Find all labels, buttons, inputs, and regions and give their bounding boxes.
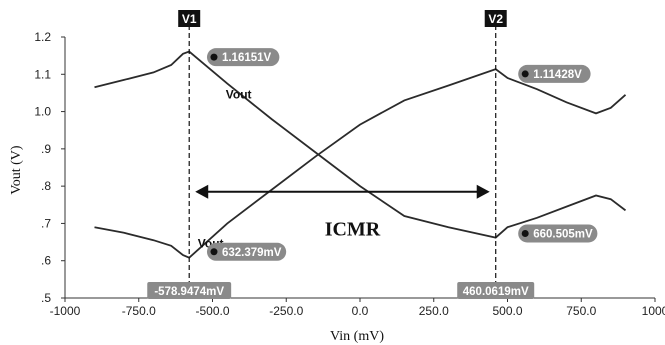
icmr-arrowhead-left [195,184,209,199]
annotation-layer: ICMR [195,184,490,241]
marker-value-1: 1.16151V [222,52,272,64]
marker-point-3 [521,70,529,78]
axes: -1000 -750.0 -500.0 -250.0 0.0 250.0 500.0 750.… [34,30,665,318]
cursor-v2-value-tag [457,282,535,299]
cursor-v1-value: -578.9474mV [154,286,224,298]
cursor-v2-tag[interactable] [484,10,507,27]
icmr-arrowhead-right [476,184,490,199]
y-tick-label: .6 [41,254,51,268]
x-tick-label: 500.0 [492,304,522,318]
y-tick-label: .5 [41,291,51,305]
marker-value-2: 632.379mV [222,247,282,259]
x-tick-label: 0.0 [352,304,369,318]
y-tick-label: 1.2 [34,30,51,44]
x-tick-label: 1000 [642,304,665,318]
y-axis-title: Vout (V) [9,145,24,194]
series-line-1 [94,50,627,239]
cursor-v2-name[interactable]: V2 [488,12,503,26]
marker-point-1 [210,53,218,61]
x-tick-label: -750.0 [122,304,156,318]
x-tick-label: 250.0 [419,304,449,318]
x-tick-label: -250.0 [269,304,303,318]
y-tick-label: .8 [41,179,51,193]
x-axis-title: Vin (mV) [330,329,384,344]
cursor-v1-name[interactable]: V1 [182,12,197,26]
cursor-v2-value: 460.0619mV [463,286,529,298]
marker-point-4 [521,229,529,237]
y-tick-label: .9 [41,142,51,156]
marker-layer: 1.16151V 632.379mV 1.11428V 660.505mV [206,48,598,261]
x-tick-label: -1000 [50,304,81,318]
y-tick-label: .7 [41,216,51,230]
y-tick-label: 1.0 [34,105,51,119]
marker-value-3: 1.11428V [533,69,582,81]
x-tick-label: 750.0 [566,304,596,318]
marker-tag-1 [206,48,280,67]
marker-tag-3 [518,64,591,83]
x-tick-label: -500.0 [195,304,229,318]
cursor-v1-value-tag [147,282,232,299]
cursor-v1-tag[interactable] [178,10,201,27]
cursor-layer[interactable]: V1 -578.9474mV V2 460.0619mV [147,10,535,299]
icmr-label: ICMR [325,219,381,241]
marker-point-2 [210,248,218,256]
marker-tag-2 [206,242,287,261]
y-tick-label: 1.1 [34,67,51,81]
marker-value-4: 660.505mV [533,228,593,240]
series-label-vout-1: Vout [226,88,252,102]
marker-tag-4 [518,224,598,243]
series-line-2 [94,68,627,259]
